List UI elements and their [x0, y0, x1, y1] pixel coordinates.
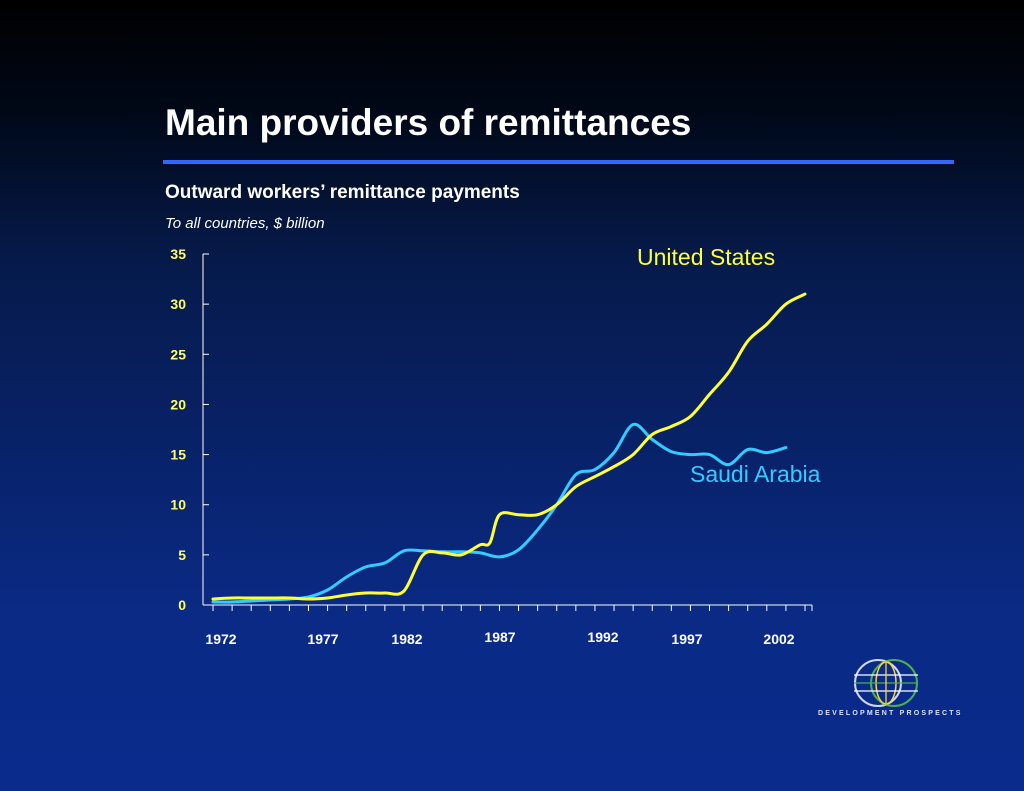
- globe-logo-icon: [854, 659, 918, 707]
- x-tick-label: 2002: [763, 631, 794, 647]
- y-tick-label: 15: [170, 447, 186, 463]
- series-label-saudi-arabia: Saudi Arabia: [690, 461, 821, 487]
- y-tick-label: 30: [170, 296, 186, 312]
- y-tick-label: 0: [178, 597, 186, 613]
- x-tick-label: 1992: [587, 629, 618, 645]
- slide-title: Main providers of remittances: [165, 102, 692, 143]
- y-tick-label: 5: [178, 547, 186, 563]
- y-tick-label: 10: [170, 497, 186, 513]
- logo-text: DEVELOPMENT PROSPECTS: [818, 710, 963, 717]
- title-underline: [163, 160, 954, 164]
- series-line-united-states: [211, 292, 807, 601]
- development-prospects-logo: DEVELOPMENT PROSPECTS: [818, 657, 963, 723]
- units-note: To all countries, $ billion: [165, 215, 325, 232]
- x-tick-label: 1997: [671, 631, 702, 647]
- x-tick-label: 1977: [307, 631, 338, 647]
- series-label-united-states: United States: [637, 244, 775, 270]
- y-tick-label: 20: [170, 396, 186, 412]
- x-tick-label: 1982: [391, 631, 422, 647]
- series-line-saudi-arabia: [211, 422, 788, 604]
- y-tick-label: 25: [170, 346, 186, 362]
- x-tick-label: 1972: [205, 631, 236, 647]
- x-tick-label: 1987: [484, 629, 515, 645]
- chart-subtitle: Outward workers’ remittance payments: [165, 182, 520, 203]
- y-tick-label: 35: [170, 246, 186, 262]
